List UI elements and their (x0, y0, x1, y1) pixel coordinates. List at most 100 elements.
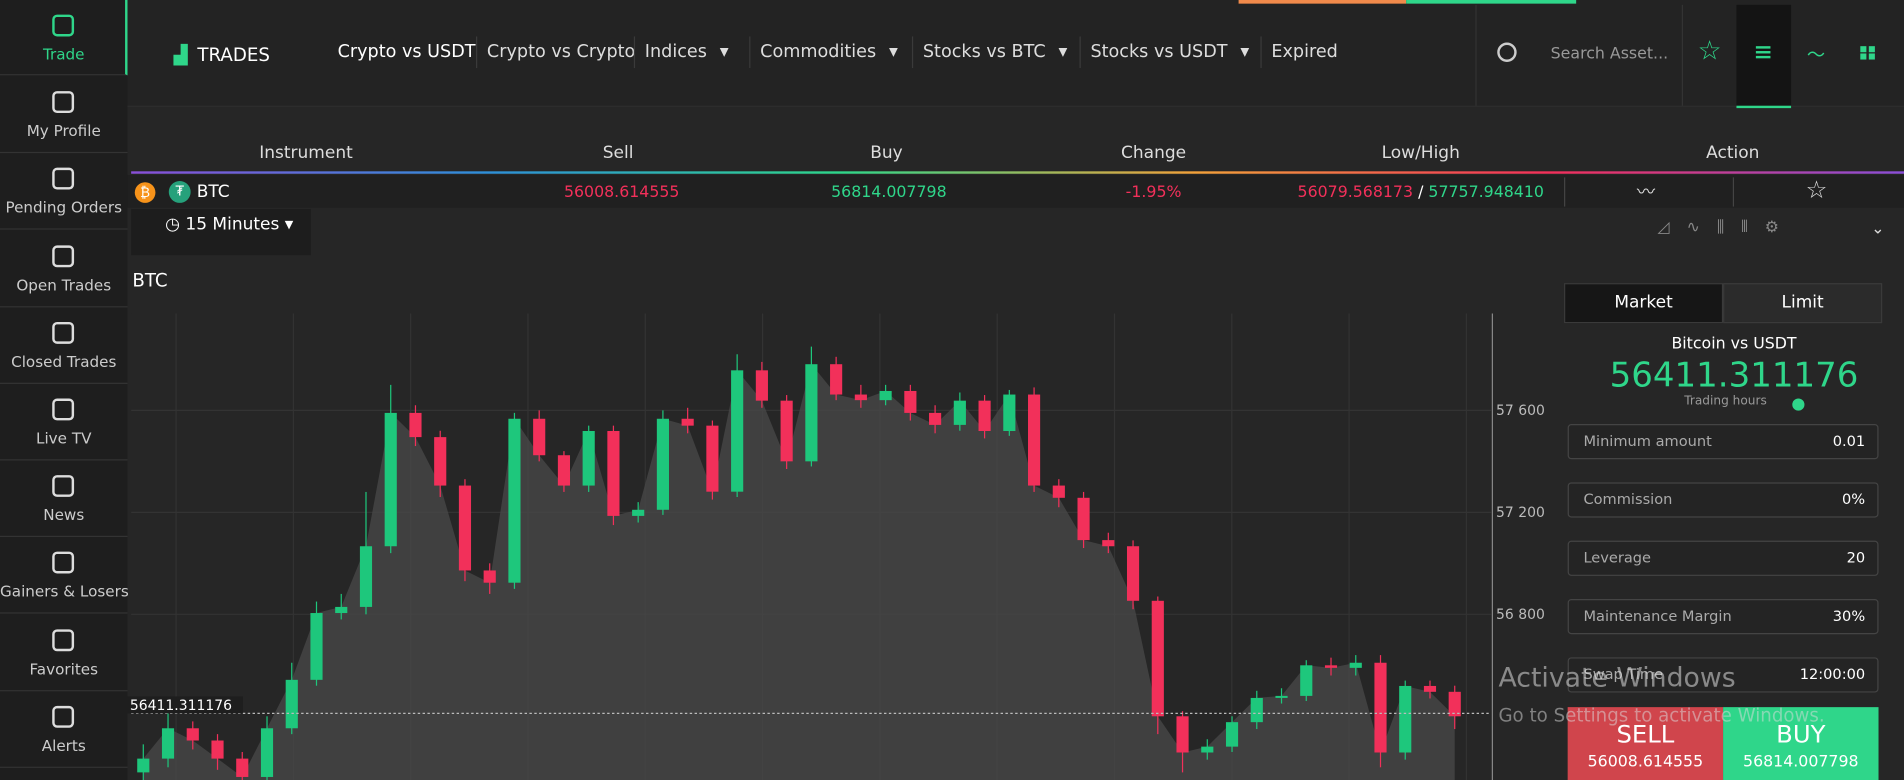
grid-view-button[interactable] (1860, 46, 1867, 53)
field-label: Commission (1583, 490, 1673, 508)
y-tick-label: 57 600 (1496, 403, 1545, 419)
list-view-button[interactable] (1736, 4, 1792, 109)
sidebar-item[interactable]: Closed Trades (0, 307, 128, 384)
sidebar-item[interactable]: Favorites (0, 614, 128, 691)
header-title: ▟ TRADES (173, 43, 270, 66)
sidebar-item[interactable]: My Profile (0, 77, 128, 154)
sidebar-label: Open Trades (16, 275, 112, 294)
candle-body (186, 728, 199, 741)
sidebar-label: My Profile (26, 121, 101, 140)
sidebar-icon (52, 91, 75, 114)
market-tab[interactable]: Market (1564, 283, 1724, 324)
sidebar-item[interactable]: Alerts (0, 691, 128, 768)
candle-body (1374, 662, 1387, 753)
divider (1732, 177, 1735, 207)
chart-tools[interactable]: ◿∿⫼⫴⚙ (1657, 218, 1796, 237)
candle-body (458, 485, 472, 571)
nav-divider (749, 36, 751, 69)
candle-body (1250, 697, 1263, 723)
favorite-action[interactable]: ☆ (1805, 174, 1828, 205)
usdt-icon: ₮ (168, 181, 191, 203)
order-field[interactable]: Minimum amount 0.01 (1567, 424, 1879, 460)
field-value: 12:00:00 (1799, 665, 1866, 683)
candle-body (335, 606, 348, 614)
buy-button[interactable]: BUY 56814.007798 (1723, 707, 1879, 780)
sidebar-item[interactable]: Live TV (0, 384, 128, 461)
sidebar-icon (52, 321, 75, 344)
timeframe-label: 15 Minutes (185, 215, 280, 235)
timeframe-select[interactable] (131, 208, 311, 256)
candle-body (830, 364, 843, 395)
candle-body (805, 364, 818, 462)
nav-item[interactable]: Stocks vs BTC ▾ (923, 43, 1068, 62)
candle-body (1201, 746, 1214, 753)
column-header: Instrument (259, 143, 353, 163)
nav-item[interactable]: Crypto vs USDT (338, 43, 476, 62)
caret: ▾ (1234, 42, 1250, 62)
column-header: Action (1706, 143, 1760, 163)
search-input[interactable]: Search Asset... (1550, 44, 1669, 64)
favorites-button[interactable]: ☆ (1697, 36, 1722, 67)
price-area (143, 364, 1455, 780)
nav-divider (476, 36, 478, 69)
order-field[interactable]: Leverage 20 (1567, 540, 1879, 576)
nav-item[interactable]: Crypto vs Crypto (487, 43, 635, 62)
table-row[interactable] (127, 174, 1904, 208)
title: TRADES (197, 43, 270, 66)
sidebar-item[interactable]: Pending Orders (0, 154, 128, 231)
sidebar-label: Gainers & Losers (0, 582, 129, 601)
sidebar-icon (52, 168, 75, 191)
nav-label: Stocks vs BTC (922, 42, 1046, 62)
info-icon[interactable] (1792, 398, 1805, 411)
sidebar-item[interactable]: Gainers & Losers (0, 538, 129, 615)
nav-item[interactable]: Expired (1271, 43, 1337, 62)
sidebar-label: Live TV (36, 428, 92, 448)
candle-body (211, 740, 224, 759)
order-field[interactable]: Commission 0% (1567, 482, 1879, 518)
nav-item[interactable]: Stocks vs USDT ▾ (1090, 43, 1249, 62)
chart-view-button[interactable]: 〜 (1806, 43, 1826, 66)
sidebar-label: Closed Trades (11, 352, 117, 371)
order-field[interactable]: Maintenance Margin 30% (1567, 598, 1879, 635)
caret: ▾ (1052, 42, 1068, 62)
candle-body (1003, 394, 1016, 432)
candle-body (508, 418, 521, 583)
low: 56079.568173 (1297, 183, 1414, 202)
sidebar-item[interactable]: Trade (0, 0, 128, 76)
candle-body (706, 425, 719, 492)
collapse-button[interactable]: ⌄ (1871, 219, 1885, 239)
limit-tab[interactable]: Limit (1723, 283, 1883, 324)
timeframe[interactable]: ◷ 15 Minutes ▾ (165, 215, 294, 235)
search-icon[interactable] (1497, 42, 1517, 62)
candle-body (632, 509, 645, 516)
sidebar-icon (52, 552, 75, 574)
order-field[interactable]: Swap Time 12:00:00 (1567, 657, 1879, 693)
column-header: Sell (602, 143, 634, 163)
sidebar-icon (52, 398, 75, 421)
nav-item[interactable]: Commodities ▾ (760, 43, 898, 62)
sell-button[interactable]: SELL 56008.614555 (1567, 707, 1724, 780)
candle-body (1176, 716, 1189, 753)
high: 57757.948410 (1428, 183, 1544, 202)
sidebar: Trade My Profile Pending Orders Open Trades… (0, 0, 129, 780)
buy-button-price: 56814.007798 (1743, 753, 1859, 772)
sidebar-item[interactable]: Open Trades (0, 230, 128, 307)
watermark-title: Activate Windows (1498, 663, 1736, 694)
nav-label: Stocks vs USDT (1090, 42, 1228, 62)
candle-body (533, 418, 546, 456)
header-underline (131, 171, 1904, 174)
chart-action[interactable]: 〰 (1636, 181, 1656, 203)
nav-label: Indices (644, 42, 707, 62)
candle-body (359, 546, 373, 607)
nav-item[interactable]: Indices ▾ (645, 43, 729, 62)
sidebar-item[interactable]: News (0, 461, 128, 538)
caret: ▾ (714, 42, 729, 62)
divider (1564, 177, 1566, 207)
field-value: 0% (1842, 490, 1866, 508)
candle-body (755, 370, 768, 401)
buy-label: BUY (1776, 719, 1826, 749)
watermark-subtitle: Go to Settings to activate Windows. (1498, 704, 1825, 727)
field-label: Maintenance Margin (1583, 607, 1732, 625)
sidebar-label: News (43, 505, 85, 524)
